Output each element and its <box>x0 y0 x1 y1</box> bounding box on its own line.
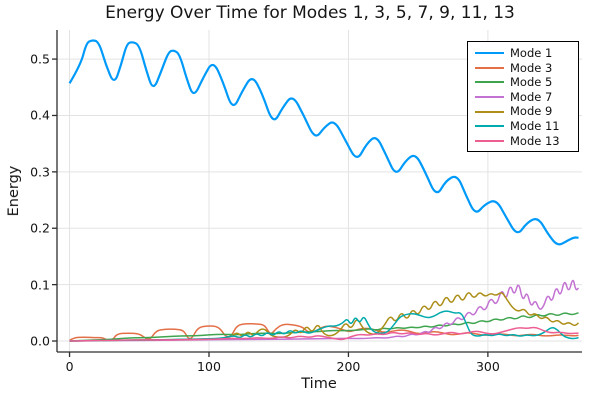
legend-item: Mode 9 <box>475 104 572 119</box>
legend-swatch-line <box>475 81 504 84</box>
x-tick-label: 0 <box>65 359 74 374</box>
legend-item-label: Mode 5 <box>510 75 553 90</box>
legend-item-label: Mode 13 <box>510 133 560 148</box>
legend-swatch-line <box>475 52 504 55</box>
x-tick-label: 300 <box>475 359 500 374</box>
y-tick-label: 0.4 <box>30 107 50 123</box>
legend-item-label: Mode 3 <box>510 60 553 75</box>
legend-swatch-line <box>475 66 504 69</box>
legend-item: Mode 11 <box>475 119 572 134</box>
legend: Mode 1 Mode 3 Mode 5 Mode 7 Mode 9 Mode 11 Mod… <box>467 41 579 153</box>
legend-swatch-line <box>475 125 504 128</box>
y-axis-label: Energy <box>6 165 22 217</box>
legend-item: Mode 7 <box>475 90 572 105</box>
chart-title: Energy Over Time for Modes 1, 3, 5, 7, 9… <box>105 3 515 23</box>
legend-item: Mode 5 <box>475 75 572 90</box>
x-axis-label: Time <box>301 376 337 392</box>
y-tick-label: 0.3 <box>30 164 50 180</box>
legend-swatch-line <box>475 139 504 142</box>
x-tick-label: 200 <box>336 359 361 374</box>
y-tick-label: 0.1 <box>30 277 50 293</box>
legend-swatch-line <box>475 110 504 113</box>
legend-item-label: Mode 7 <box>510 89 553 104</box>
legend-item-label: Mode 11 <box>510 118 560 133</box>
legend-item: Mode 13 <box>475 134 572 149</box>
legend-item-label: Mode 9 <box>510 104 553 119</box>
legend-swatch-line <box>475 96 504 99</box>
legend-item: Mode 1 <box>475 46 572 61</box>
y-tick-label: 0.0 <box>30 333 50 349</box>
legend-item: Mode 3 <box>475 61 572 76</box>
legend-item-label: Mode 1 <box>510 46 553 60</box>
y-tick-label: 0.5 <box>30 51 50 67</box>
y-tick-label: 0.2 <box>30 220 50 236</box>
x-tick-label: 100 <box>197 359 221 374</box>
